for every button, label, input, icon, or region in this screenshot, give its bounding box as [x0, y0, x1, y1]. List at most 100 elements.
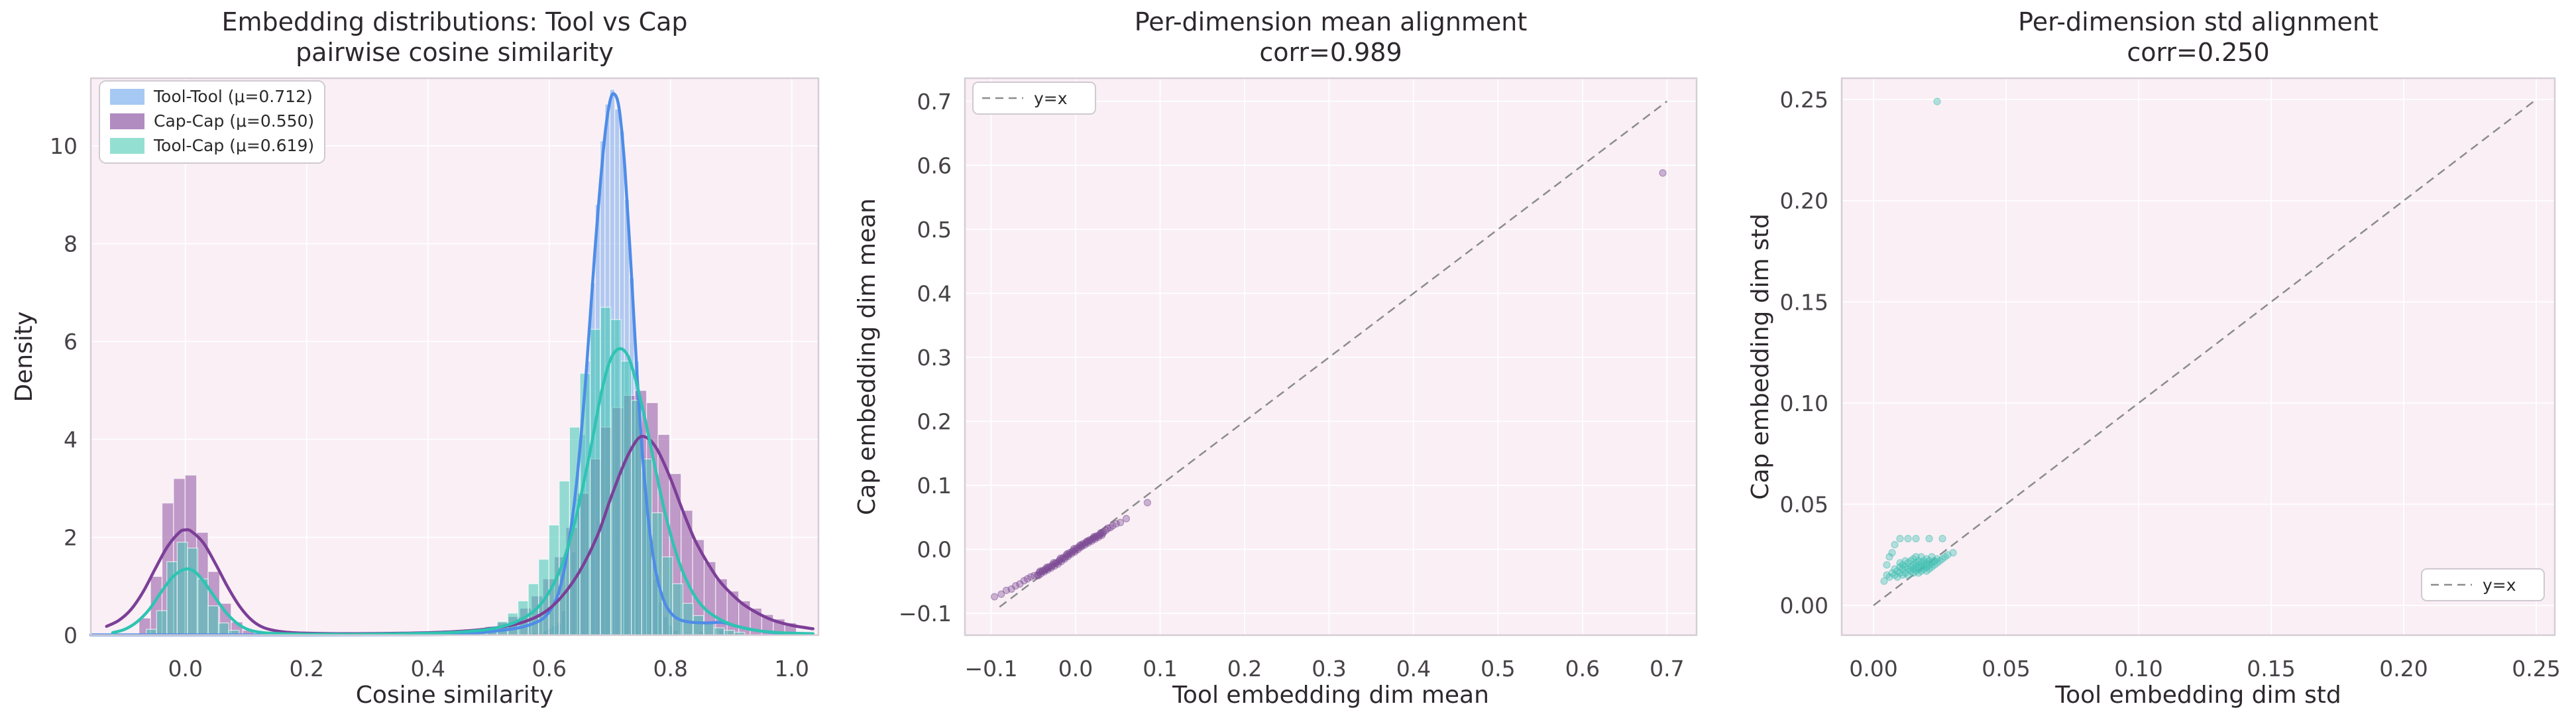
panel-title: Embedding distributions: Tool vs Cap [221, 7, 687, 36]
legend-label: y=x [2483, 575, 2516, 595]
x-tick-label: 0.2 [1227, 656, 1262, 682]
scatter-point [1090, 532, 1098, 540]
kde-curve [105, 434, 815, 636]
y-tick-label: 6 [64, 329, 78, 355]
x-axis-label: Tool embedding dim std [2054, 682, 2341, 709]
x-tick-label: 0.6 [1565, 656, 1600, 682]
scatter-point [1084, 537, 1092, 545]
x-tick-label: 0.20 [2379, 656, 2428, 682]
scatter-point [1659, 169, 1667, 177]
scatter-point [1112, 520, 1120, 528]
legend-label: Tool-Tool (μ=0.712) [153, 87, 313, 106]
y-tick-label: 4 [64, 427, 78, 453]
hist-bar [589, 329, 601, 636]
scatter-point [1880, 577, 1888, 585]
y-axis-label: Density [11, 312, 38, 402]
y-tick-label: 0.4 [917, 280, 952, 306]
y-tick-label: 0.3 [917, 345, 952, 371]
y-axis-label: Cap embedding dim std [1747, 213, 1774, 500]
plot-group-std-alignment: 0.00 0.05 0.10 0.15 0.20 0.25 0.00 0.05 0.10 0.15… [1780, 77, 2561, 682]
y-tick-label: 0.20 [1780, 188, 1828, 214]
scatter-point [1885, 553, 1893, 561]
x-tick-label: 0.1 [1143, 656, 1177, 682]
scatter-point [1896, 534, 1904, 543]
x-axis-label: Cosine similarity [356, 682, 553, 709]
hist-bar [682, 603, 694, 636]
x-axis-label: Tool embedding dim mean [1172, 682, 1489, 709]
y-tick-label: 0.05 [1780, 492, 1828, 518]
hist-bar [620, 360, 632, 636]
scatter-point [1933, 97, 1941, 105]
hist-bar [693, 615, 704, 636]
panel-distributions: 0.0 0.2 0.4 0.6 0.8 1.0 0 2 4 6 8 10 Tool-Tool (μ=0.… [11, 7, 820, 709]
hist-bar [600, 306, 612, 636]
hist-bar [661, 556, 673, 636]
legend: y=x [972, 82, 1096, 115]
x-tick-label: 0.7 [1650, 656, 1684, 682]
scatter-point [1030, 572, 1038, 579]
y-tick-label: 0.10 [1780, 391, 1828, 416]
x-tick-label: 0.0 [1058, 656, 1093, 682]
y-axis-label: Cap embedding dim mean [854, 198, 881, 515]
scatter-point [1891, 540, 1899, 549]
x-tick-label: 0.0 [168, 656, 202, 682]
y-tick-label: 0 [64, 623, 78, 648]
axes-spine [1840, 77, 2556, 636]
hist-bar [156, 610, 168, 636]
x-tick-label: 0.6 [532, 656, 566, 682]
x-tick-label: 0.00 [1849, 656, 1897, 682]
y-tick-label: 0.0 [917, 537, 952, 563]
scatter-point [1070, 545, 1078, 553]
scatter-point [1912, 553, 1920, 561]
legend-label: y=x [1034, 89, 1068, 108]
legend: y=x [2421, 568, 2545, 601]
legend-swatch [110, 113, 144, 129]
y-tick-label: 0.7 [917, 89, 952, 115]
scatter-point [1077, 541, 1085, 549]
scatter-point [1904, 534, 1912, 543]
scatter-point [1036, 567, 1044, 575]
scatter-point [1056, 554, 1064, 562]
axes-spine [964, 77, 1698, 636]
hist-bar [579, 373, 591, 636]
legend-label: Tool-Cap (μ=0.619) [153, 136, 314, 155]
y-tick-label: 0.00 [1780, 593, 1828, 619]
x-tick-label: 0.4 [410, 656, 445, 682]
y-tick-label: 0.1 [917, 473, 952, 499]
scatter-point [1883, 571, 1891, 579]
panel-subtitle: corr=0.989 [1259, 38, 1402, 67]
y-tick-label: 8 [64, 231, 78, 257]
legend-label: Cap-Cap (μ=0.550) [154, 111, 314, 131]
hist-bar [713, 627, 725, 636]
hist-bar [702, 622, 714, 636]
plot-group-mean-alignment: −0.1 0.0 0.1 0.2 0.3 0.4 0.5 0.6 0.7 −0.1 0.0 0.1 0.… [899, 77, 1698, 682]
panel-std-alignment: 0.00 0.05 0.10 0.15 0.20 0.25 0.00 0.05 0.10 0.15… [1747, 7, 2561, 709]
y-tick-label: 0.2 [917, 409, 952, 435]
scatter-point [1938, 534, 1946, 543]
scatter-point [1888, 549, 1896, 557]
x-tick-label: 0.2 [289, 656, 323, 682]
legend: Tool-Tool (μ=0.712) Cap-Cap (μ=0.550) Tool… [99, 80, 325, 164]
panel-title: Per-dimension std alignment [2018, 7, 2379, 36]
y-tick-label: 0.5 [917, 217, 952, 243]
hist-bar [207, 605, 219, 636]
axes-spine [89, 77, 820, 636]
x-tick-label: 0.5 [1481, 656, 1515, 682]
scatter-point [1043, 564, 1051, 572]
legend-box [2421, 568, 2545, 601]
scatter-point [997, 590, 1005, 598]
scatter-point [1122, 514, 1131, 522]
legend-box [972, 82, 1096, 115]
scatter-point [1011, 582, 1020, 590]
legend-swatch [110, 89, 144, 105]
hist-bar [187, 547, 199, 636]
scatter-point [1912, 534, 1920, 543]
hist-bar [176, 542, 188, 636]
scatter-point [991, 593, 999, 601]
y-tick-label: 0.15 [1780, 289, 1828, 315]
kde-curve [89, 92, 812, 636]
y-tick-label: 10 [50, 133, 78, 159]
legend-box [99, 80, 325, 164]
x-tick-label: 0.05 [1982, 656, 2030, 682]
